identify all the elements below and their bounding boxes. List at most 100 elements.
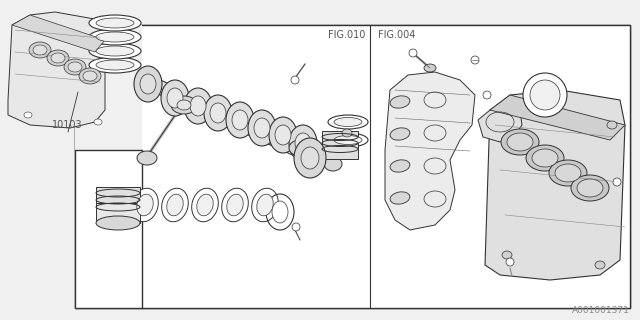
- Ellipse shape: [161, 80, 189, 116]
- Ellipse shape: [613, 178, 621, 186]
- Ellipse shape: [328, 115, 368, 129]
- Ellipse shape: [577, 179, 603, 197]
- Ellipse shape: [248, 110, 276, 146]
- Ellipse shape: [96, 46, 134, 56]
- Ellipse shape: [89, 43, 141, 59]
- Ellipse shape: [334, 135, 362, 145]
- Ellipse shape: [221, 188, 248, 222]
- Polygon shape: [145, 76, 315, 163]
- Ellipse shape: [390, 96, 410, 108]
- Ellipse shape: [226, 102, 254, 138]
- Bar: [75, 25, 142, 150]
- Ellipse shape: [607, 121, 617, 129]
- Ellipse shape: [89, 15, 141, 31]
- Ellipse shape: [64, 59, 86, 75]
- Ellipse shape: [96, 18, 134, 28]
- Ellipse shape: [96, 216, 140, 230]
- Ellipse shape: [334, 117, 362, 126]
- Ellipse shape: [204, 95, 232, 131]
- Ellipse shape: [79, 68, 101, 84]
- Ellipse shape: [47, 50, 69, 66]
- Ellipse shape: [526, 145, 564, 171]
- Ellipse shape: [162, 188, 188, 222]
- Ellipse shape: [295, 133, 311, 153]
- Ellipse shape: [390, 192, 410, 204]
- Ellipse shape: [530, 80, 560, 110]
- Ellipse shape: [232, 110, 248, 130]
- Ellipse shape: [89, 57, 141, 73]
- Ellipse shape: [177, 100, 191, 110]
- Ellipse shape: [501, 129, 539, 155]
- Ellipse shape: [272, 201, 288, 223]
- Ellipse shape: [132, 188, 158, 222]
- Ellipse shape: [342, 129, 352, 137]
- Ellipse shape: [51, 53, 65, 63]
- Ellipse shape: [171, 96, 197, 114]
- Ellipse shape: [140, 74, 156, 94]
- Ellipse shape: [89, 29, 141, 45]
- Ellipse shape: [137, 151, 157, 165]
- Ellipse shape: [269, 117, 297, 153]
- Ellipse shape: [595, 261, 605, 269]
- Ellipse shape: [190, 96, 206, 116]
- Polygon shape: [385, 72, 475, 230]
- Ellipse shape: [409, 49, 417, 57]
- Ellipse shape: [167, 194, 183, 216]
- Ellipse shape: [289, 125, 317, 161]
- Ellipse shape: [33, 45, 47, 55]
- Text: FIG.004: FIG.004: [378, 30, 415, 40]
- Ellipse shape: [94, 119, 102, 125]
- Bar: [75, 25, 630, 308]
- Ellipse shape: [532, 149, 558, 167]
- Ellipse shape: [328, 133, 368, 147]
- Ellipse shape: [424, 64, 436, 72]
- Ellipse shape: [254, 118, 270, 138]
- Polygon shape: [8, 12, 105, 128]
- Ellipse shape: [549, 160, 587, 186]
- Ellipse shape: [289, 140, 311, 156]
- Ellipse shape: [294, 138, 326, 178]
- Ellipse shape: [523, 73, 567, 117]
- Text: FIG.010: FIG.010: [328, 30, 365, 40]
- Ellipse shape: [96, 32, 134, 42]
- Ellipse shape: [301, 147, 319, 169]
- Ellipse shape: [324, 157, 342, 171]
- Ellipse shape: [167, 88, 183, 108]
- Ellipse shape: [68, 62, 82, 72]
- Ellipse shape: [502, 251, 512, 259]
- Text: 10103: 10103: [52, 120, 83, 130]
- Polygon shape: [96, 187, 140, 203]
- Ellipse shape: [24, 112, 32, 118]
- Polygon shape: [490, 95, 625, 140]
- Ellipse shape: [275, 125, 291, 145]
- Ellipse shape: [555, 164, 581, 182]
- Bar: [75, 25, 630, 308]
- Polygon shape: [322, 131, 358, 159]
- Ellipse shape: [134, 66, 162, 102]
- Polygon shape: [478, 105, 522, 142]
- Text: A001001371: A001001371: [572, 306, 630, 315]
- Ellipse shape: [390, 160, 410, 172]
- Ellipse shape: [96, 60, 134, 70]
- Ellipse shape: [83, 71, 97, 81]
- Ellipse shape: [252, 188, 278, 222]
- Ellipse shape: [506, 258, 514, 266]
- Ellipse shape: [507, 133, 533, 151]
- Polygon shape: [96, 203, 140, 223]
- Ellipse shape: [192, 188, 218, 222]
- Ellipse shape: [227, 194, 243, 216]
- Polygon shape: [485, 90, 625, 280]
- Ellipse shape: [257, 194, 273, 216]
- Ellipse shape: [291, 76, 299, 84]
- Ellipse shape: [210, 103, 226, 123]
- Ellipse shape: [137, 194, 153, 216]
- Ellipse shape: [29, 42, 51, 58]
- Polygon shape: [12, 15, 105, 52]
- Ellipse shape: [292, 223, 300, 231]
- Ellipse shape: [196, 194, 213, 216]
- Ellipse shape: [184, 88, 212, 124]
- Ellipse shape: [571, 175, 609, 201]
- Ellipse shape: [390, 128, 410, 140]
- Ellipse shape: [471, 56, 479, 64]
- Ellipse shape: [483, 91, 491, 99]
